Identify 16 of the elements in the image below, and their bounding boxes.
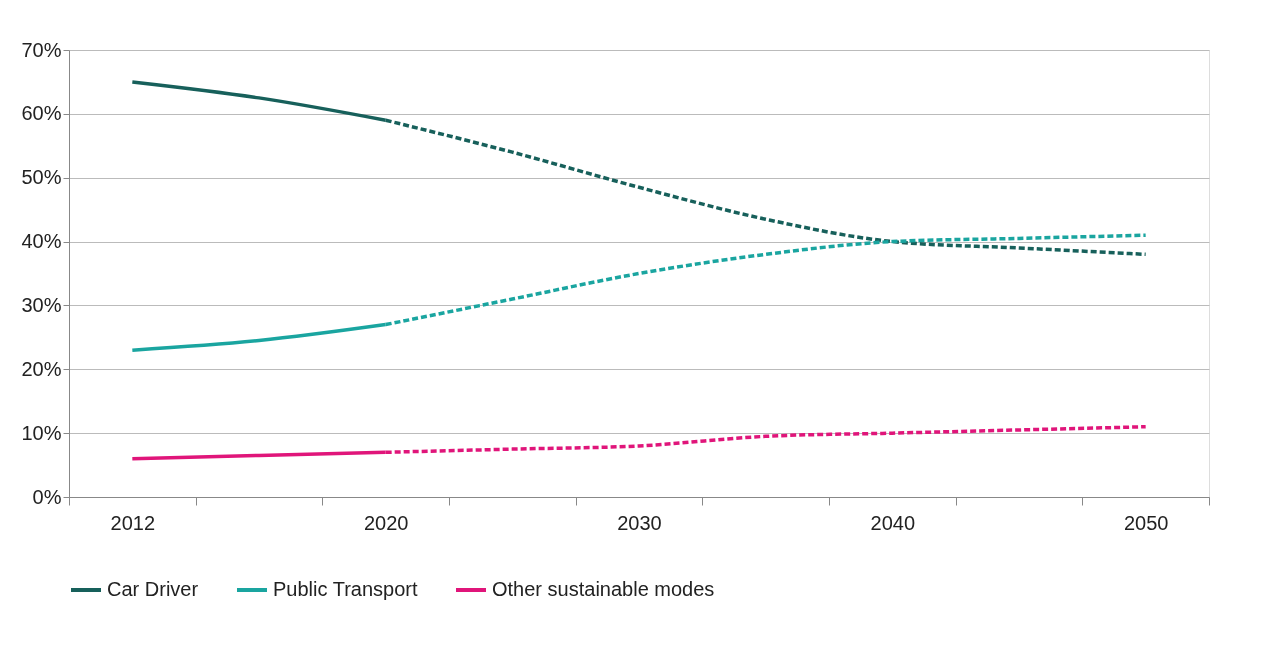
y-tick-label: 0% [32,485,62,508]
y-tick-label: 10% [21,421,62,444]
y-tick-label: 20% [21,357,62,380]
y-tick-label: 40% [21,230,62,253]
x-tick-label: 2012 [110,511,156,534]
legend-label: Other sustainable modes [492,578,715,600]
y-tick-label: 50% [21,166,62,189]
x-tick-label: 2040 [870,511,916,534]
x-tick-label: 2020 [363,511,409,534]
y-tick-label: 70% [21,38,62,61]
y-tick-label: 30% [21,293,62,316]
y-tick-label: 60% [21,102,62,125]
x-tick-label: 2030 [617,511,662,534]
legend-label: Car Driver [107,578,199,600]
legend-label: Public Transport [273,578,418,600]
x-tick-label: 2050 [1123,511,1169,534]
